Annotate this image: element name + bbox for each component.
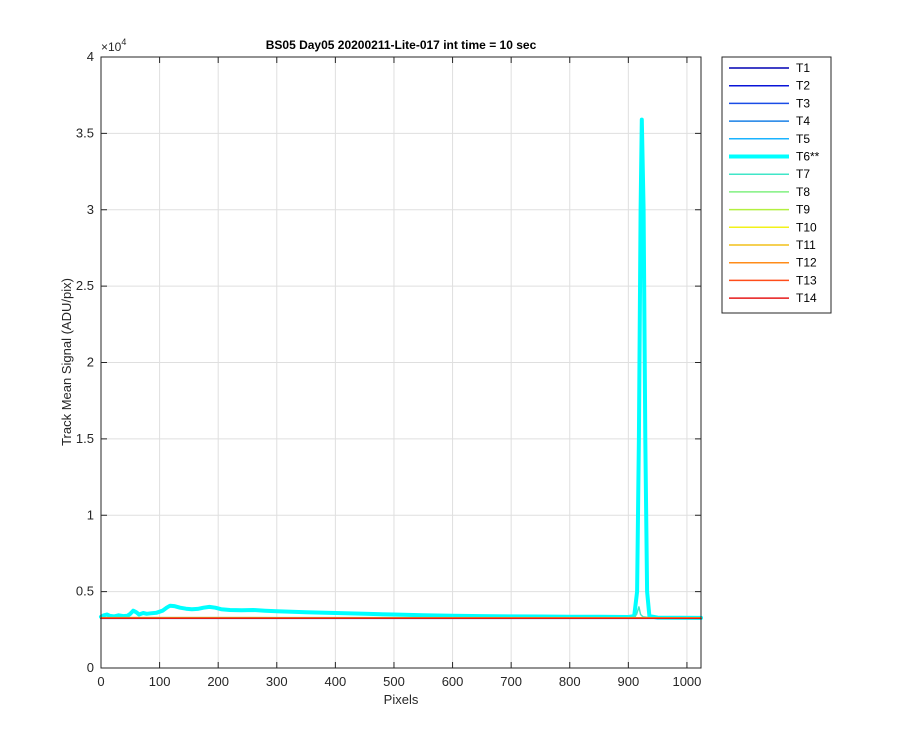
x-tick-label: 200 — [207, 674, 229, 689]
legend-label: T5 — [796, 132, 810, 146]
x-tick-label: 900 — [617, 674, 639, 689]
y-tick-label: 4 — [87, 49, 94, 64]
legend-label: T14 — [796, 291, 817, 305]
y-axis-label: Track Mean Signal (ADU/pix) — [59, 278, 74, 446]
legend-label: T6** — [796, 150, 820, 164]
legend: T1 T2 T3 T4 T5 T6** T7 T8 T9 T10 T11 T12 T13 T14 — [721, 56, 832, 314]
legend-label: T13 — [796, 273, 817, 287]
series-line-t6 — [99, 117, 703, 620]
x-axis-label: Pixels — [384, 692, 419, 707]
x-tick-label: 700 — [500, 674, 522, 689]
axis-ticks: 0 100 200 300 400 500 600 700 800 900 1000 0 0.5 1 1.5… — [76, 49, 701, 689]
y-tick-label: 0 — [87, 660, 94, 675]
legend-label: T4 — [796, 114, 810, 128]
x-tick-label: 0 — [97, 674, 104, 689]
grid — [101, 57, 701, 668]
legend-label: T2 — [796, 79, 810, 93]
y-tick-label: 2.5 — [76, 278, 94, 293]
x-tick-label: 300 — [266, 674, 288, 689]
legend-label: T8 — [796, 185, 810, 199]
y-tick-label: 3 — [87, 202, 94, 217]
x-tick-label: 600 — [442, 674, 464, 689]
legend-label: T10 — [796, 220, 817, 234]
y-tick-label: 3.5 — [76, 125, 94, 140]
legend-label: T7 — [796, 167, 810, 181]
legend-label: T12 — [796, 256, 817, 270]
y-tick-label: 1 — [87, 507, 94, 522]
legend-label: T9 — [796, 203, 810, 217]
legend-box — [721, 56, 832, 314]
y-tick-label: 0.5 — [76, 584, 94, 599]
y-tick-label: 2 — [87, 355, 94, 370]
legend-label: T3 — [796, 96, 810, 110]
x-tick-label: 400 — [325, 674, 347, 689]
y-tick-label: 1.5 — [76, 431, 94, 446]
x-tick-label: 500 — [383, 674, 405, 689]
legend-label: T11 — [796, 238, 816, 252]
x-tick-label: 100 — [149, 674, 171, 689]
x-tick-label: 800 — [559, 674, 581, 689]
legend-label: T1 — [796, 61, 810, 75]
chart-title: BS05 Day05 20200211-Lite-017 int time = … — [266, 38, 537, 52]
x-tick-label: 1000 — [672, 674, 701, 689]
series-layer — [99, 117, 703, 620]
y-axis-exponent: ×104 — [101, 37, 126, 54]
